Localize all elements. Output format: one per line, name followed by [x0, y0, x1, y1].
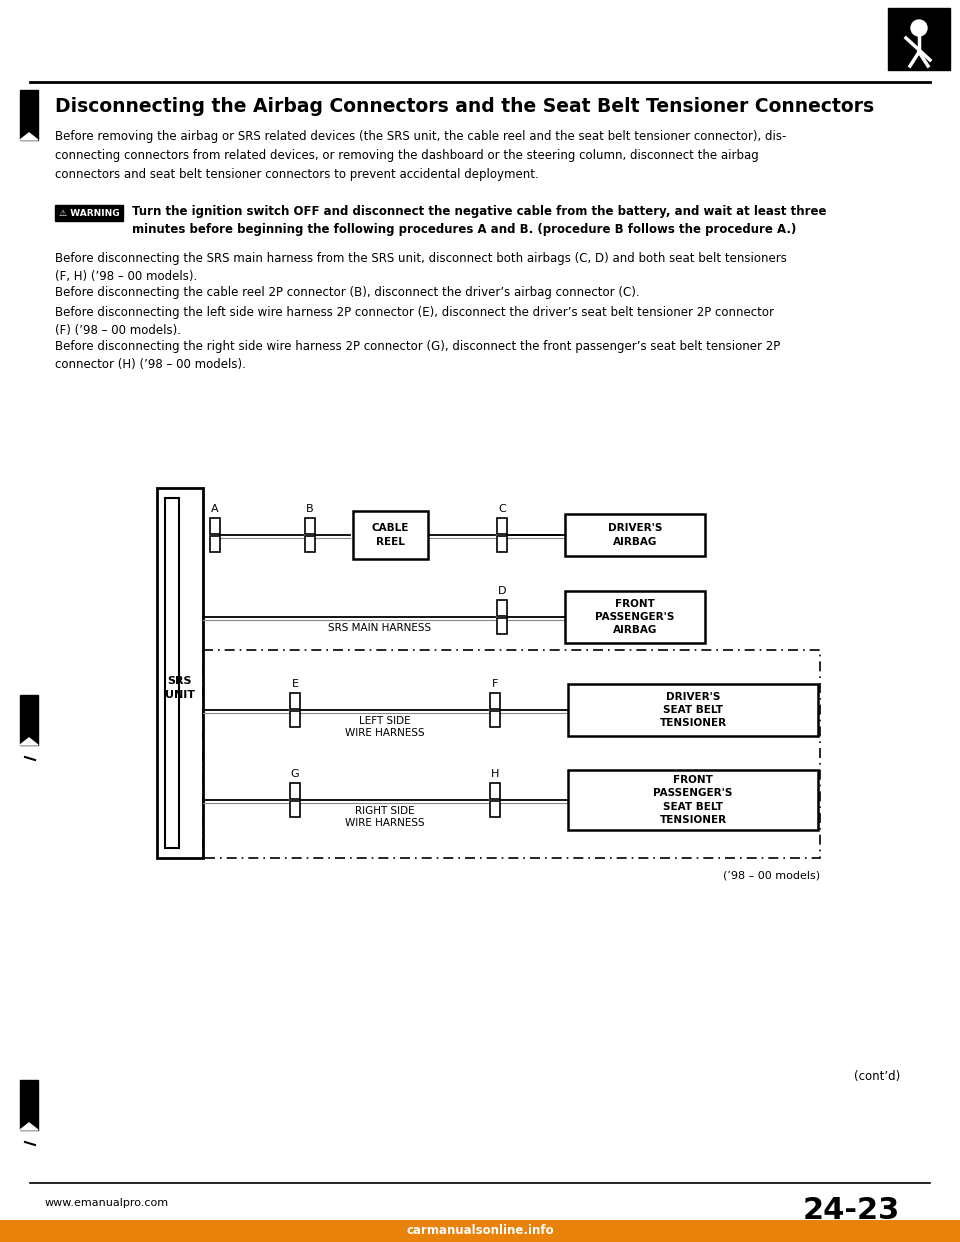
Bar	[888, 7, 950, 70]
Text: Disconnecting the Airbag Connectors and the Seat Belt Tensioner Connectors: Disconnecting the Airbag Connectors and …	[55, 97, 875, 116]
Text: DRIVER'S
AIRBAG: DRIVER'S AIRBAG	[608, 523, 662, 546]
Text: E: E	[292, 679, 299, 689]
Text: ⚠ WARNING: ⚠ WARNING	[59, 209, 119, 217]
Bar	[490, 710, 500, 727]
Text: carmanualsonline.info: carmanualsonline.info	[406, 1225, 554, 1237]
Bar	[0, 1220, 960, 1242]
Polygon shape	[20, 133, 38, 140]
Bar	[565, 514, 705, 556]
Text: G: G	[291, 769, 300, 779]
Bar	[497, 600, 507, 616]
Bar	[497, 619, 507, 633]
Bar	[290, 710, 300, 727]
Text: CABLE
REEL: CABLE REEL	[372, 523, 409, 546]
Text: SRS
UNIT: SRS UNIT	[165, 676, 195, 700]
Text: Before disconnecting the right side wire harness 2P connector (G), disconnect th: Before disconnecting the right side wire…	[55, 340, 780, 371]
Bar	[210, 537, 220, 551]
Bar	[352, 510, 427, 559]
Bar	[490, 782, 500, 799]
Bar	[165, 498, 179, 848]
Bar	[497, 518, 507, 534]
Bar	[210, 518, 220, 534]
Text: FRONT
PASSENGER'S
AIRBAG: FRONT PASSENGER'S AIRBAG	[595, 599, 675, 635]
Text: FRONT
PASSENGER'S
SEAT BELT
TENSIONER: FRONT PASSENGER'S SEAT BELT TENSIONER	[654, 775, 732, 825]
Text: H: H	[491, 769, 499, 779]
Text: (’98 – 00 models): (’98 – 00 models)	[723, 869, 820, 881]
Bar	[290, 801, 300, 817]
Polygon shape	[20, 738, 38, 745]
Bar	[203, 650, 820, 858]
Text: SRS MAIN HARNESS: SRS MAIN HARNESS	[328, 623, 432, 633]
Bar	[497, 537, 507, 551]
Bar	[20, 1081, 38, 1130]
Bar	[568, 684, 818, 737]
Text: Turn the ignition switch OFF and disconnect the negative cable from the battery,: Turn the ignition switch OFF and disconn…	[132, 205, 827, 236]
Text: Before disconnecting the SRS main harness from the SRS unit, disconnect both air: Before disconnecting the SRS main harnes…	[55, 252, 787, 283]
Bar	[305, 518, 315, 534]
Text: A: A	[211, 504, 219, 514]
Text: C: C	[498, 504, 506, 514]
Text: Before disconnecting the cable reel 2P connector (B), disconnect the driver’s ai: Before disconnecting the cable reel 2P c…	[55, 286, 639, 299]
Bar	[20, 89, 38, 140]
Text: F: F	[492, 679, 498, 689]
Bar	[157, 488, 203, 858]
Bar	[490, 693, 500, 709]
Text: 24-23: 24-23	[803, 1196, 900, 1225]
Bar	[290, 693, 300, 709]
Polygon shape	[20, 1123, 38, 1130]
Text: D: D	[497, 586, 506, 596]
Text: Before removing the airbag or SRS related devices (the SRS unit, the cable reel : Before removing the airbag or SRS relate…	[55, 130, 786, 181]
Circle shape	[911, 20, 927, 36]
Bar	[290, 782, 300, 799]
Text: LEFT SIDE
WIRE HARNESS: LEFT SIDE WIRE HARNESS	[346, 715, 425, 738]
Bar	[55, 205, 123, 221]
Bar	[568, 770, 818, 830]
Text: www.emanualpro.com: www.emanualpro.com	[45, 1199, 169, 1208]
Bar	[565, 591, 705, 643]
Text: DRIVER'S
SEAT BELT
TENSIONER: DRIVER'S SEAT BELT TENSIONER	[660, 692, 727, 728]
Text: B: B	[306, 504, 314, 514]
Bar	[490, 801, 500, 817]
Bar	[20, 696, 38, 745]
Text: RIGHT SIDE
WIRE HARNESS: RIGHT SIDE WIRE HARNESS	[346, 806, 425, 827]
Bar	[305, 537, 315, 551]
Text: (cont’d): (cont’d)	[853, 1071, 900, 1083]
Text: Before disconnecting the left side wire harness 2P connector (E), disconnect the: Before disconnecting the left side wire …	[55, 306, 774, 337]
